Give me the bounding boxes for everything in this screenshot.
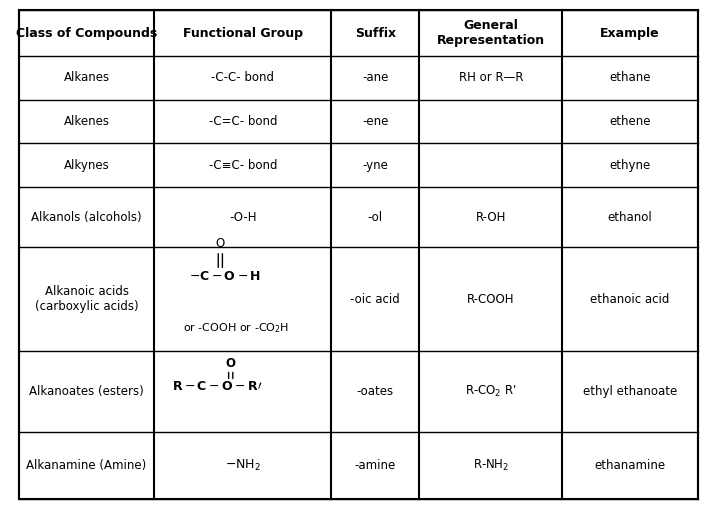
Text: ethanol: ethanol: [608, 211, 653, 223]
Text: R-COOH: R-COOH: [467, 293, 515, 306]
Text: R-CO$_2$ R': R-CO$_2$ R': [465, 384, 517, 399]
Text: Alkynes: Alkynes: [63, 158, 109, 172]
Text: Functional Group: Functional Group: [183, 26, 302, 40]
Text: Class of Compounds: Class of Compounds: [16, 26, 157, 40]
Text: ethane: ethane: [609, 71, 651, 84]
Text: -C=C- bond: -C=C- bond: [209, 115, 277, 128]
Text: Alkanamine (Amine): Alkanamine (Amine): [26, 459, 147, 472]
FancyBboxPatch shape: [18, 10, 698, 499]
Text: $-\mathbf{C}-\mathbf{O}-\mathbf{H}$: $-\mathbf{C}-\mathbf{O}-\mathbf{H}$: [189, 270, 262, 283]
Text: Example: Example: [600, 26, 660, 40]
Text: or -COOH or -CO$_2$H: or -COOH or -CO$_2$H: [183, 321, 289, 335]
Text: ethyl ethanoate: ethyl ethanoate: [583, 385, 678, 398]
Text: -O-H: -O-H: [229, 211, 257, 223]
Text: ethanoic acid: ethanoic acid: [590, 293, 670, 306]
Text: -ol: -ol: [368, 211, 383, 223]
Text: ethanamine: ethanamine: [594, 459, 666, 472]
Text: O: O: [216, 237, 225, 250]
Text: $\mathbf{R}-\mathbf{C}-\mathbf{O}-\mathbf{R\prime}$: $\mathbf{R}-\mathbf{C}-\mathbf{O}-\mathb…: [172, 380, 262, 393]
Text: Alkanes: Alkanes: [63, 71, 109, 84]
Text: O: O: [226, 357, 235, 370]
Text: RH or R—R: RH or R—R: [458, 71, 523, 84]
Text: -ane: -ane: [362, 71, 388, 84]
Text: -oates: -oates: [357, 385, 394, 398]
Text: -ene: -ene: [362, 115, 388, 128]
Text: Alkanols (alcohols): Alkanols (alcohols): [31, 211, 142, 223]
Text: Alkenes: Alkenes: [63, 115, 109, 128]
Text: -yne: -yne: [362, 158, 388, 172]
Text: ethene: ethene: [609, 115, 651, 128]
Text: General
Representation: General Representation: [437, 19, 545, 47]
Text: -C-C- bond: -C-C- bond: [212, 71, 274, 84]
Text: $-\mathrm{NH_2}$: $-\mathrm{NH_2}$: [225, 458, 261, 473]
Text: -C≡C- bond: -C≡C- bond: [209, 158, 277, 172]
Text: -amine: -amine: [355, 459, 396, 472]
Text: Alkanoic acids
(carboxylic acids): Alkanoic acids (carboxylic acids): [35, 285, 138, 313]
Text: R-OH: R-OH: [476, 211, 506, 223]
Text: ethyne: ethyne: [610, 158, 651, 172]
Text: -oic acid: -oic acid: [350, 293, 400, 306]
Text: Alkanoates (esters): Alkanoates (esters): [29, 385, 144, 398]
Text: R-NH$_2$: R-NH$_2$: [473, 458, 509, 473]
Text: Suffix: Suffix: [355, 26, 396, 40]
